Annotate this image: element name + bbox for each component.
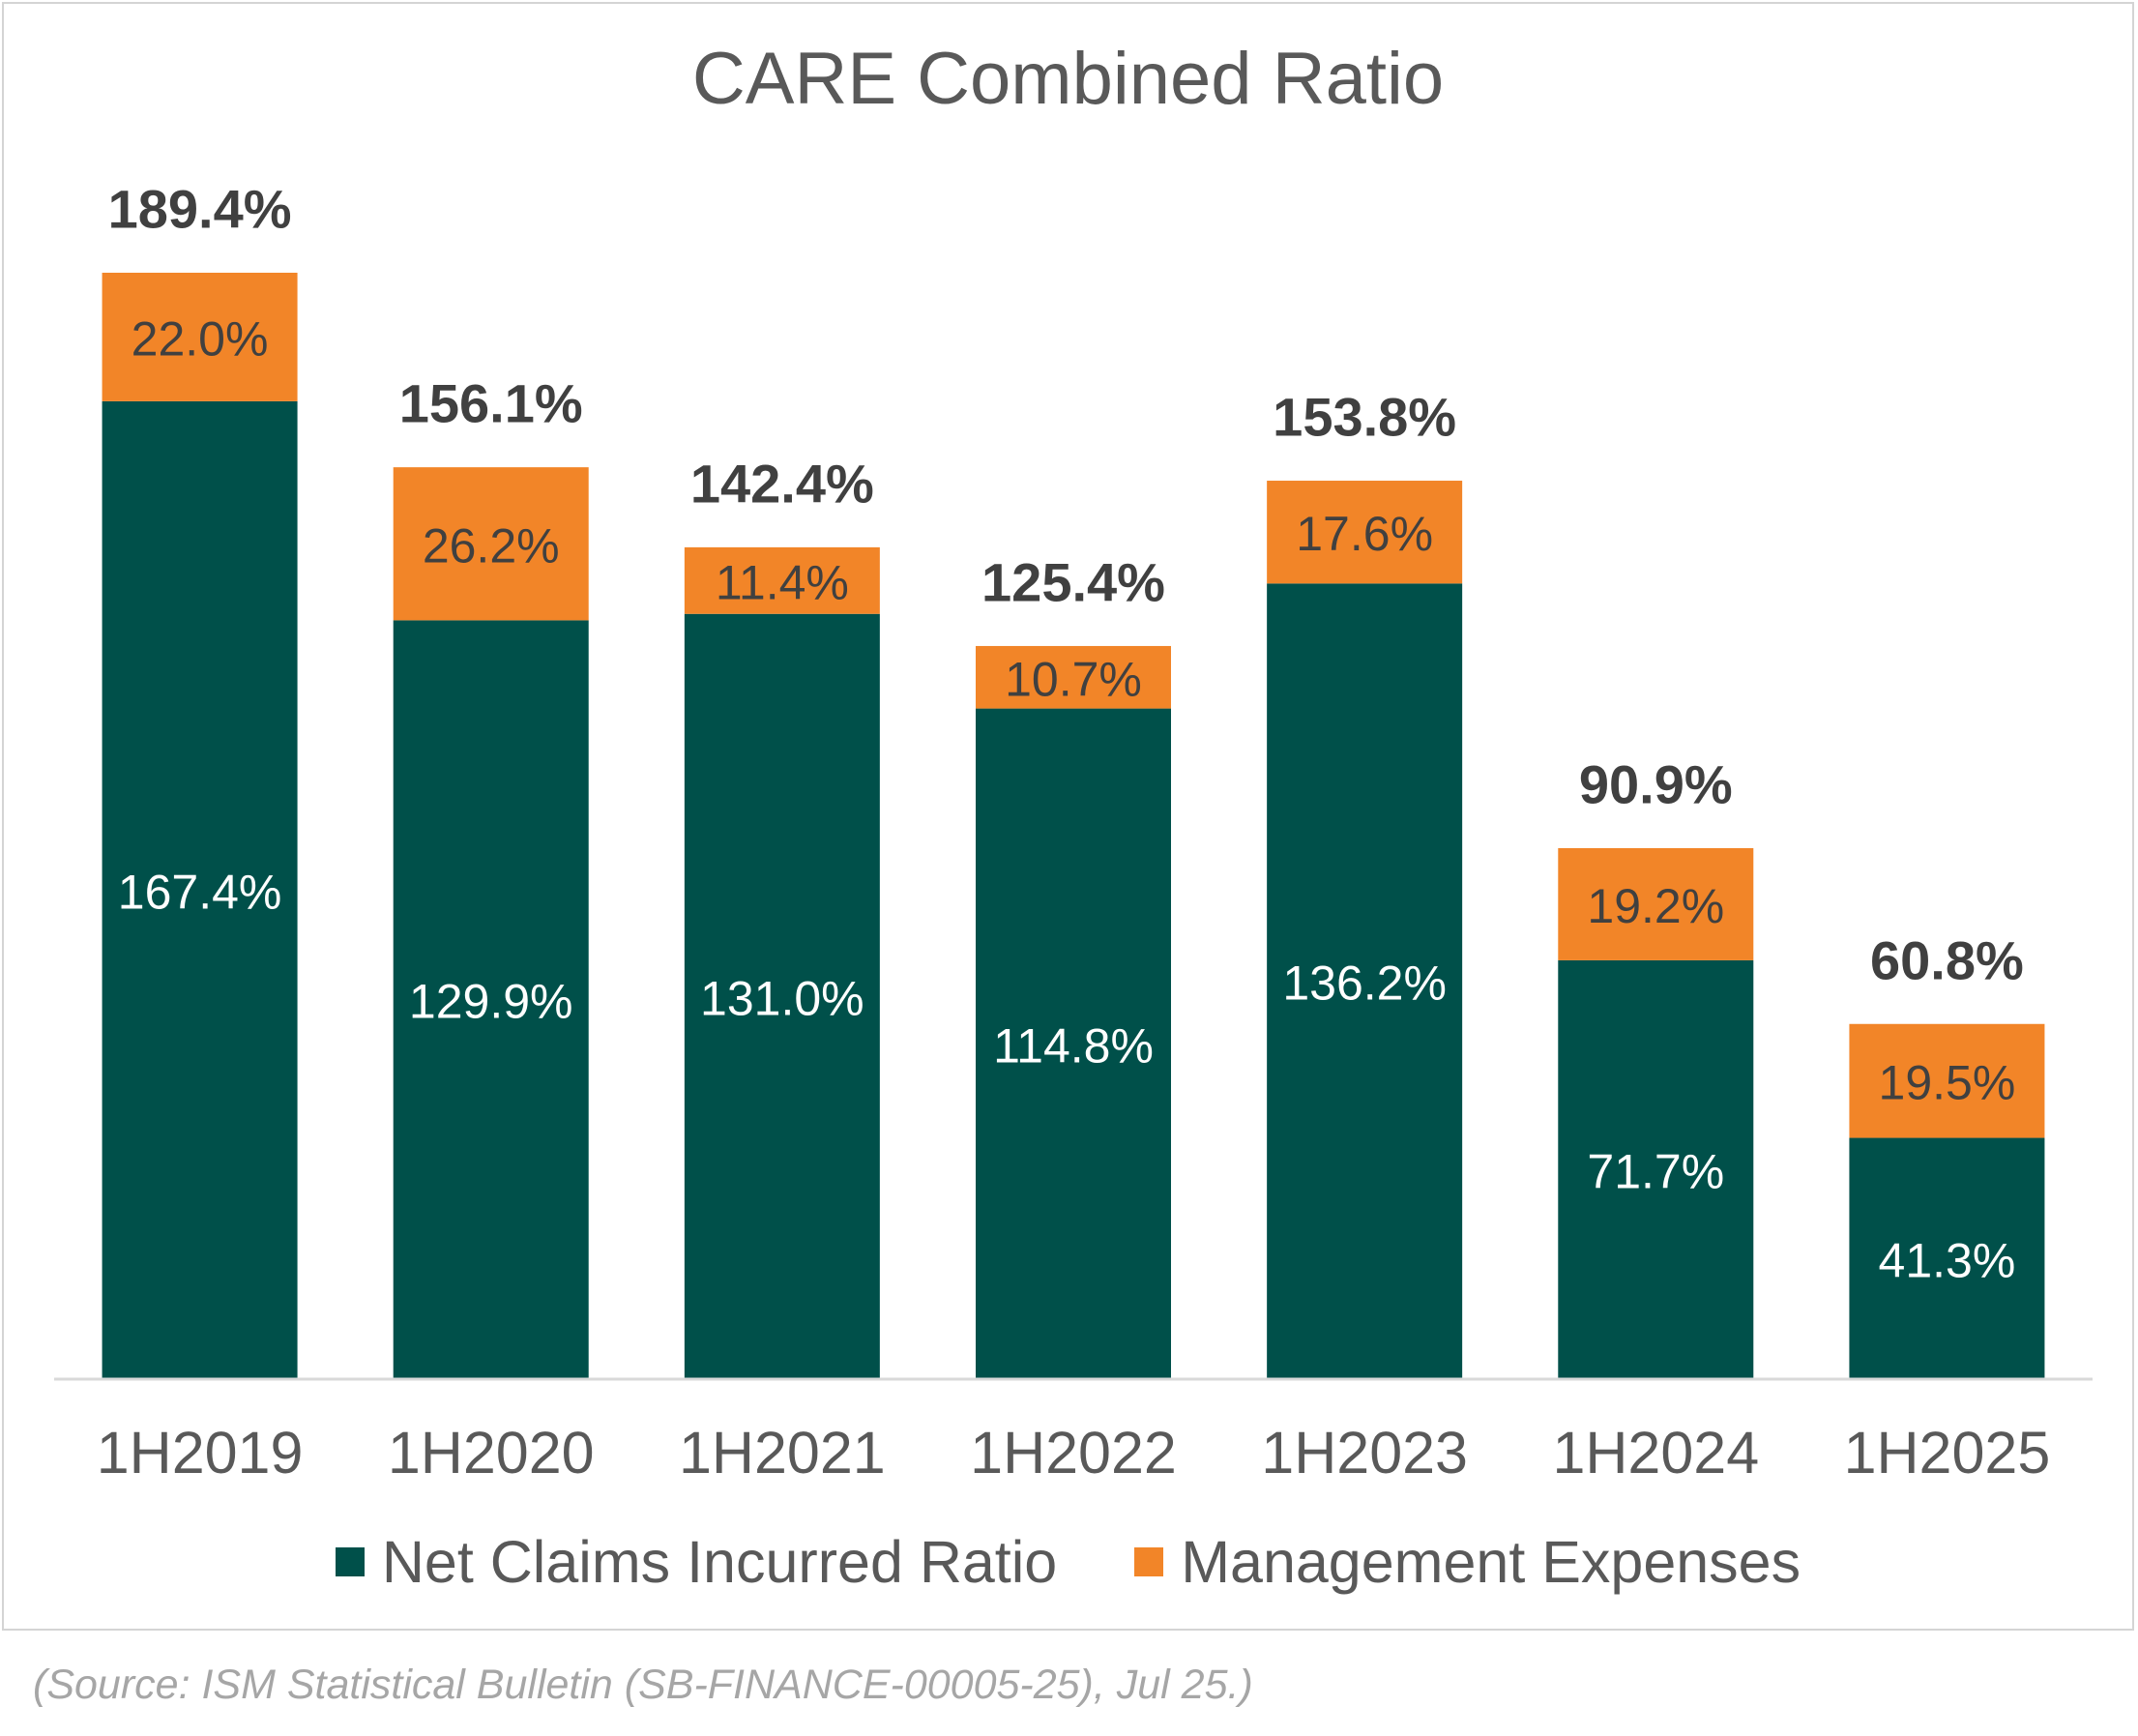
- data-label-management-expenses-1H2023: 17.6%: [1296, 507, 1433, 561]
- x-tick-label-1H2021: 1H2021: [679, 1420, 886, 1486]
- bar-management-expenses-1H2023: [1267, 481, 1463, 584]
- bar-net-claims-1H2022: [976, 708, 1171, 1379]
- data-label-net-claims-1H2020: 129.9%: [409, 975, 573, 1029]
- legend-swatch-net-claims: [335, 1547, 365, 1576]
- bar-management-expenses-1H2024: [1558, 847, 1754, 960]
- bar-management-expenses-1H2025: [1849, 1023, 2045, 1138]
- total-label-1H2019: 189.4%: [108, 179, 292, 240]
- x-tick-label-1H2022: 1H2022: [970, 1420, 1177, 1486]
- legend-swatch-management-expenses: [1134, 1547, 1164, 1576]
- data-label-net-claims-1H2024: 71.7%: [1587, 1144, 1724, 1198]
- bar-management-expenses-1H2021: [684, 546, 880, 614]
- data-label-management-expenses-1H2025: 19.5%: [1879, 1056, 2016, 1110]
- total-label-1H2025: 60.8%: [1870, 929, 2024, 990]
- source-note: (Source: ISM Statistical Bulletin (SB-FI…: [33, 1662, 1253, 1708]
- data-label-management-expenses-1H2024: 19.2%: [1587, 879, 1724, 933]
- legend-entry-net-claims: Net Claims Incurred Ratio: [335, 1528, 1058, 1596]
- legend-label-net-claims: Net Claims Incurred Ratio: [381, 1529, 1058, 1595]
- data-label-management-expenses-1H2021: 11.4%: [716, 555, 849, 609]
- bar-net-claims-1H2020: [393, 620, 589, 1379]
- total-label-1H2021: 142.4%: [690, 453, 874, 514]
- x-tick-label-1H2024: 1H2024: [1552, 1420, 1759, 1486]
- legend-label-management-expenses: Management Expenses: [1181, 1529, 1801, 1595]
- data-label-management-expenses-1H2020: 26.2%: [423, 518, 560, 573]
- total-label-1H2024: 90.9%: [1579, 753, 1733, 814]
- data-label-management-expenses-1H2022: 10.7%: [1005, 652, 1142, 706]
- data-label-net-claims-1H2025: 41.3%: [1879, 1233, 2016, 1287]
- bar-management-expenses-1H2019: [102, 273, 298, 401]
- plot-area: 167.4% 22.0% 189.4% 1H2019 129.9% 26.2% 156.1%…: [54, 179, 2093, 1486]
- x-tick-label-1H2025: 1H2025: [1844, 1420, 2051, 1486]
- bar-net-claims-1H2025: [1849, 1137, 2045, 1379]
- legend: Net Claims Incurred Ratio Management Exp…: [4, 1528, 2132, 1596]
- chart-frame: CARE Combined Ratio 167.4% 22.0% 189.4% 1H2…: [2, 2, 2134, 1631]
- legend-entry-management-expenses: Management Expenses: [1134, 1528, 1801, 1596]
- data-label-net-claims-1H2023: 136.2%: [1282, 956, 1447, 1011]
- bar-management-expenses-1H2022: [976, 645, 1171, 709]
- bar-management-expenses-1H2020: [393, 467, 589, 621]
- data-label-net-claims-1H2022: 114.8%: [993, 1018, 1154, 1073]
- x-tick-label-1H2019: 1H2019: [97, 1420, 304, 1486]
- total-label-1H2022: 125.4%: [981, 551, 1165, 612]
- data-label-management-expenses-1H2019: 22.0%: [132, 311, 269, 366]
- total-label-1H2020: 156.1%: [399, 373, 583, 434]
- bar-net-claims-1H2023: [1267, 583, 1463, 1379]
- x-tick-label-1H2020: 1H2020: [388, 1420, 595, 1486]
- chart-title: CARE Combined Ratio: [691, 38, 1445, 120]
- data-label-net-claims-1H2021: 131.0%: [700, 971, 864, 1025]
- bar-net-claims-1H2019: [102, 400, 298, 1379]
- bar-net-claims-1H2021: [684, 613, 880, 1379]
- total-label-1H2023: 153.8%: [1273, 387, 1456, 448]
- x-tick-label-1H2023: 1H2023: [1261, 1420, 1468, 1486]
- bar-net-claims-1H2024: [1558, 959, 1754, 1379]
- data-label-net-claims-1H2019: 167.4%: [118, 865, 282, 919]
